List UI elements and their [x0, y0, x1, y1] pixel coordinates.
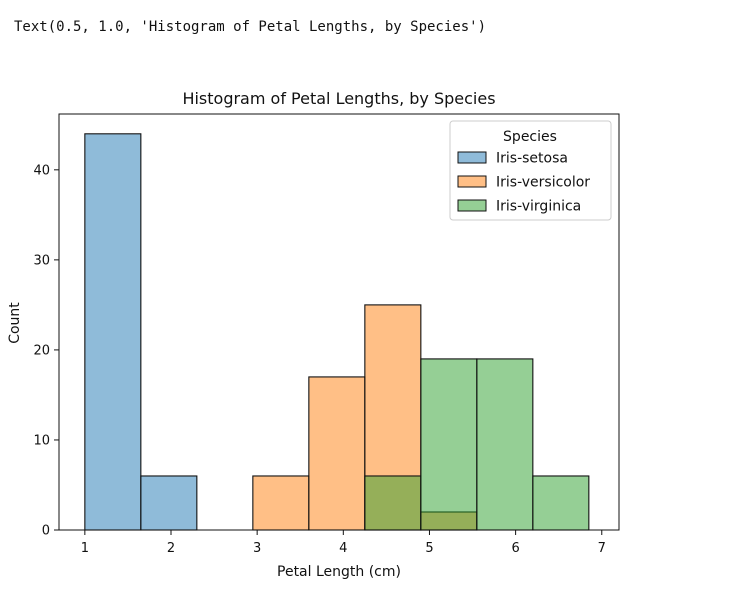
bar-iris-versicolor-bin-3 [252, 475, 310, 531]
legend-label-iris-virginica: Iris-virginica [496, 199, 581, 215]
y-tick-label: 30 [33, 253, 50, 268]
bar-iris-virginica-bin-5 [364, 475, 422, 531]
x-tick-label: 7 [598, 541, 606, 556]
axes-layer: 1 2 3 4 5 6 7 0 10 20 30 40 [33, 113, 620, 556]
legend-label-iris-versicolor: Iris-versicolor [496, 175, 590, 191]
y-tick-label: 0 [42, 524, 50, 539]
cell-output-text: Text(0.5, 1.0, 'Histogram of Petal Lengt… [14, 19, 487, 35]
legend-swatch-iris-setosa [457, 151, 487, 164]
y-tick-label: 40 [33, 163, 50, 178]
y-tick-label: 10 [33, 433, 50, 448]
y-axis-label: Count [7, 302, 23, 344]
y-tick-label: 20 [33, 343, 50, 358]
plot-frame [58, 113, 620, 531]
legend-box [449, 120, 612, 221]
bar-iris-setosa-bin-0 [84, 133, 142, 531]
legend-label-iris-setosa: Iris-setosa [496, 151, 568, 167]
x-tick-label: 6 [511, 541, 519, 556]
legend: Species Iris-setosa Iris-versicolor Iris-vi… [449, 120, 612, 221]
bars-layer [84, 133, 590, 531]
x-tick-label: 5 [425, 541, 433, 556]
x-tick-label: 1 [81, 541, 89, 556]
x-tick-label: 3 [253, 541, 261, 556]
legend-title: Species [503, 129, 557, 145]
x-axis-label: Petal Length (cm) [277, 564, 401, 580]
bar-iris-setosa-bin-1 [140, 475, 198, 531]
chart-title: Histogram of Petal Lengths, by Species [182, 89, 495, 108]
bar-iris-virginica-bin-6 [420, 358, 478, 531]
x-tick-label: 4 [339, 541, 347, 556]
bar-iris-versicolor-bin-4 [308, 376, 366, 531]
bar-iris-virginica-bin-7 [476, 358, 534, 531]
legend-swatch-iris-versicolor [457, 175, 487, 188]
legend-swatch-iris-virginica [457, 199, 487, 212]
bar-iris-virginica-bin-8 [532, 475, 590, 531]
x-tick-label: 2 [167, 541, 175, 556]
